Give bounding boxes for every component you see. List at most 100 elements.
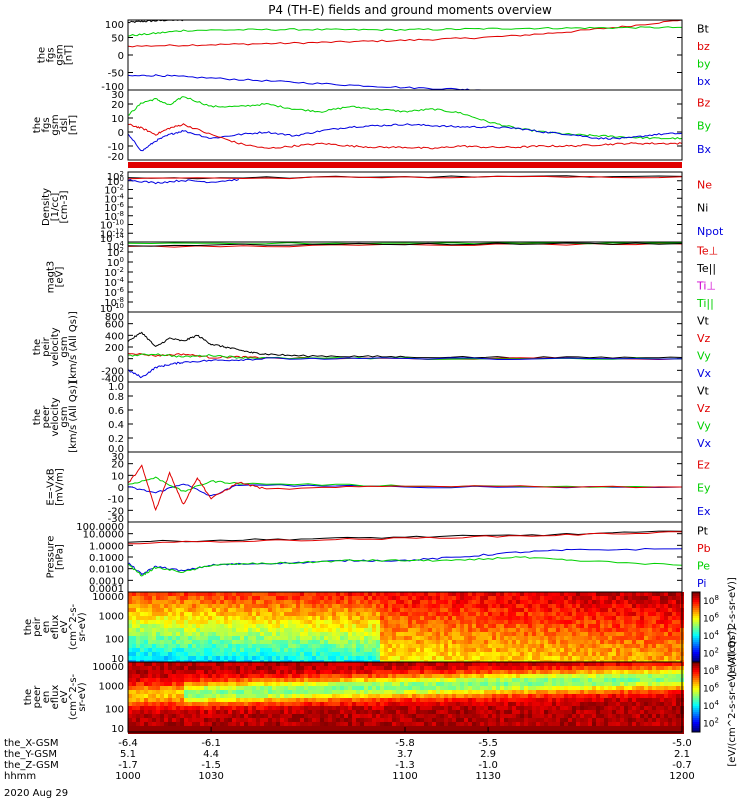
heatmap-cell (388, 686, 392, 690)
heatmap-cell (512, 640, 516, 644)
heatmap-cell (468, 632, 472, 636)
ytick-label-peir-velocity: 0 (118, 355, 124, 366)
heatmap-cell (240, 620, 244, 624)
heatmap-cell (500, 694, 504, 698)
heatmap-cell (376, 674, 380, 678)
heatmap-cell (160, 722, 164, 726)
ytick-label-peer-velocity: 0.8 (108, 392, 124, 403)
heatmap-cell (608, 616, 612, 620)
heatmap-cell (504, 640, 508, 644)
heatmap-cell (220, 702, 224, 706)
heatmap-cell (128, 722, 132, 726)
heatmap-cell (628, 592, 632, 596)
heatmap-cell (476, 624, 480, 628)
heatmap-cell (500, 702, 504, 706)
heatmap-cell (256, 624, 260, 628)
heatmap-cell (128, 690, 132, 694)
heatmap-cell (400, 718, 404, 722)
heatmap-cell (464, 694, 468, 698)
heatmap-cell (180, 722, 184, 726)
heatmap-cell (520, 612, 524, 616)
heatmap-cell (140, 620, 144, 624)
heatmap-cell (304, 624, 308, 628)
ytick-label-fgs-dsl: -20 (108, 152, 124, 163)
ytick-label-pressure: 100.0000 (76, 522, 124, 533)
heatmap-cell (224, 624, 228, 628)
heatmap-cell (164, 652, 168, 656)
heatmap-cell (316, 608, 320, 612)
panels: thefgsgsm[nT]100500-50-100Btbzbybxthefgs… (23, 19, 738, 767)
heatmap-cell (432, 718, 436, 722)
heatmap-cell (604, 632, 608, 636)
heatmap-cell (212, 686, 216, 690)
heatmap-cell (360, 722, 364, 726)
legend-peir-velocity: Vx (697, 367, 712, 380)
ytick-label-peer-velocity: 0.6 (108, 406, 124, 417)
heatmap-cell (336, 612, 340, 616)
heatmap-cell (248, 694, 252, 698)
heatmap-cell (260, 686, 264, 690)
heatmap-cell (296, 640, 300, 644)
heatmap-cell (476, 718, 480, 722)
heatmap-cell (128, 706, 132, 710)
heatmap-cell (480, 674, 484, 678)
heatmap-cell (560, 702, 564, 706)
heatmap-cell (484, 674, 488, 678)
heatmap-cell (424, 636, 428, 640)
heatmap-cell (220, 636, 224, 640)
heatmap-cell (500, 662, 504, 666)
heatmap-cell (552, 706, 556, 710)
heatmap-cell (292, 714, 296, 718)
heatmap-cell (288, 722, 292, 726)
ylabel-peer-velocity: velocity (50, 397, 61, 436)
heatmap-cell (380, 682, 384, 686)
heatmap-cell (152, 604, 156, 608)
heatmap-cell (196, 726, 200, 730)
heatmap-cell (440, 652, 444, 656)
heatmap-cell (544, 718, 548, 722)
heatmap-cell (336, 616, 340, 620)
heatmap-cell (592, 714, 596, 718)
heatmap-cell (156, 636, 160, 640)
heatmap-cell (352, 678, 356, 682)
heatmap-cell (308, 686, 312, 690)
heatmap-cell (500, 616, 504, 620)
heatmap-cell (556, 690, 560, 694)
heatmap-cell (520, 674, 524, 678)
heatmap-cell (256, 632, 260, 636)
heatmap-cell (356, 690, 360, 694)
heatmap-cell (204, 702, 208, 706)
heatmap-cell (628, 644, 632, 648)
heatmap-cell (156, 640, 160, 644)
heatmap-cell (208, 702, 212, 706)
heatmap-cell (324, 710, 328, 714)
heatmap-cell (320, 662, 324, 666)
heatmap-cell (580, 682, 584, 686)
heatmap-cell (284, 722, 288, 726)
heatmap-cell (444, 698, 448, 702)
heatmap-cell (364, 714, 368, 718)
heatmap-cell (232, 690, 236, 694)
heatmap-cell (588, 648, 592, 652)
heatmap-cell (128, 686, 132, 690)
heatmap-cell (492, 632, 496, 636)
heatmap-cell (528, 718, 532, 722)
ylabel-peir-velocity: the (32, 339, 43, 355)
heatmap-cell (468, 616, 472, 620)
heatmap-cell (456, 652, 460, 656)
heatmap-cell (564, 652, 568, 656)
heatmap-cell (276, 726, 280, 730)
heatmap-cell (324, 682, 328, 686)
heatmap-cell (216, 592, 220, 596)
heatmap-cell (224, 686, 228, 690)
heatmap-cell (392, 694, 396, 698)
heatmap-cell (344, 702, 348, 706)
heatmap-cell (608, 648, 612, 652)
heatmap-cell (548, 686, 552, 690)
heatmap-cell (536, 698, 540, 702)
heatmap-cell (252, 722, 256, 726)
heatmap-cell (308, 640, 312, 644)
heatmap-cell (164, 722, 168, 726)
heatmap-cell (248, 682, 252, 686)
heatmap-cell (396, 628, 400, 632)
